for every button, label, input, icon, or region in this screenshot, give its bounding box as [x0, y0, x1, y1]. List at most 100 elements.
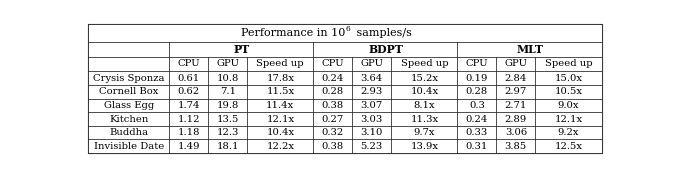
Text: 7.1: 7.1	[219, 87, 236, 96]
Text: 10.8: 10.8	[217, 74, 239, 83]
Text: Kitchen: Kitchen	[109, 114, 149, 124]
Bar	[458, 99, 497, 112]
Bar	[247, 85, 314, 99]
Text: 10.4x: 10.4x	[267, 128, 294, 137]
Text: 0.28: 0.28	[322, 87, 344, 96]
Bar	[353, 57, 391, 71]
Bar	[208, 57, 247, 71]
Text: samples/s: samples/s	[353, 28, 412, 38]
Text: 13.5: 13.5	[217, 114, 239, 124]
Bar	[247, 99, 314, 112]
Bar	[458, 71, 497, 85]
Text: 15.2x: 15.2x	[411, 74, 438, 83]
Bar	[497, 85, 535, 99]
Text: PT: PT	[234, 44, 250, 55]
Text: 19.8: 19.8	[217, 101, 239, 110]
Text: 11.4x: 11.4x	[267, 101, 294, 110]
Text: 3.07: 3.07	[361, 101, 383, 110]
Bar	[247, 57, 314, 71]
Text: 17.8x: 17.8x	[267, 74, 294, 83]
Bar	[353, 139, 391, 153]
Text: 10.5x: 10.5x	[555, 87, 582, 96]
Text: CPU: CPU	[466, 60, 488, 68]
Bar	[170, 99, 208, 112]
Text: 1.49: 1.49	[178, 142, 200, 151]
Bar	[247, 126, 314, 139]
Bar	[535, 71, 602, 85]
Text: 5.23: 5.23	[361, 142, 383, 151]
Text: 0.24: 0.24	[322, 74, 344, 83]
Text: 0.62: 0.62	[178, 87, 200, 96]
Text: 2.97: 2.97	[505, 87, 527, 96]
Bar	[314, 42, 458, 57]
Bar	[458, 126, 497, 139]
Bar	[170, 57, 208, 71]
Text: Invisible Date: Invisible Date	[94, 142, 164, 151]
Bar	[208, 112, 247, 126]
Bar	[458, 57, 497, 71]
Bar	[497, 139, 535, 153]
Bar	[391, 85, 458, 99]
Text: 9.7x: 9.7x	[414, 128, 435, 137]
Bar	[458, 85, 497, 99]
Bar	[208, 99, 247, 112]
Bar	[88, 112, 170, 126]
Text: 2.71: 2.71	[505, 101, 527, 110]
Text: 0.31: 0.31	[466, 142, 488, 151]
Text: 12.1x: 12.1x	[555, 114, 582, 124]
Bar	[353, 71, 391, 85]
Bar	[170, 42, 314, 57]
Bar	[314, 71, 353, 85]
Bar	[170, 139, 208, 153]
Bar	[535, 57, 602, 71]
Text: 13.9x: 13.9x	[411, 142, 438, 151]
Bar	[314, 139, 353, 153]
Text: 3.85: 3.85	[505, 142, 527, 151]
Bar	[497, 99, 535, 112]
Text: Speed up: Speed up	[400, 60, 448, 68]
Bar	[88, 42, 170, 57]
Bar	[458, 42, 602, 57]
Text: 11.5x: 11.5x	[267, 87, 294, 96]
Bar	[88, 24, 602, 42]
Text: Performance in 10: Performance in 10	[240, 28, 345, 38]
Text: GPU: GPU	[504, 60, 528, 68]
Text: 1.74: 1.74	[178, 101, 200, 110]
Text: 0.27: 0.27	[322, 114, 344, 124]
Text: BDPT: BDPT	[368, 44, 403, 55]
Bar	[535, 85, 602, 99]
Text: 2.93: 2.93	[361, 87, 383, 96]
Text: Glass Egg: Glass Egg	[104, 101, 154, 110]
Text: 0.38: 0.38	[322, 142, 344, 151]
Text: 12.1x: 12.1x	[267, 114, 294, 124]
Bar	[88, 99, 170, 112]
Text: 0.24: 0.24	[466, 114, 488, 124]
Bar	[247, 139, 314, 153]
Text: 1.18: 1.18	[178, 128, 200, 137]
Bar	[391, 99, 458, 112]
Text: 3.64: 3.64	[361, 74, 383, 83]
Bar	[170, 71, 208, 85]
Text: 0.38: 0.38	[322, 101, 344, 110]
Bar	[391, 139, 458, 153]
Bar	[314, 57, 353, 71]
Bar	[170, 126, 208, 139]
Text: 10.4x: 10.4x	[411, 87, 438, 96]
Bar	[535, 139, 602, 153]
Text: 12.5x: 12.5x	[555, 142, 582, 151]
Bar	[170, 85, 208, 99]
Bar	[391, 126, 458, 139]
Bar	[458, 139, 497, 153]
Text: 0.28: 0.28	[466, 87, 488, 96]
Bar	[208, 71, 247, 85]
Text: CPU: CPU	[178, 60, 200, 68]
Text: MLT: MLT	[516, 44, 543, 55]
Bar	[497, 126, 535, 139]
Bar	[535, 112, 602, 126]
Text: Speed up: Speed up	[256, 60, 304, 68]
Bar	[208, 85, 247, 99]
Bar	[208, 139, 247, 153]
Bar	[353, 112, 391, 126]
Text: CPU: CPU	[322, 60, 344, 68]
Text: 15.0x: 15.0x	[555, 74, 582, 83]
